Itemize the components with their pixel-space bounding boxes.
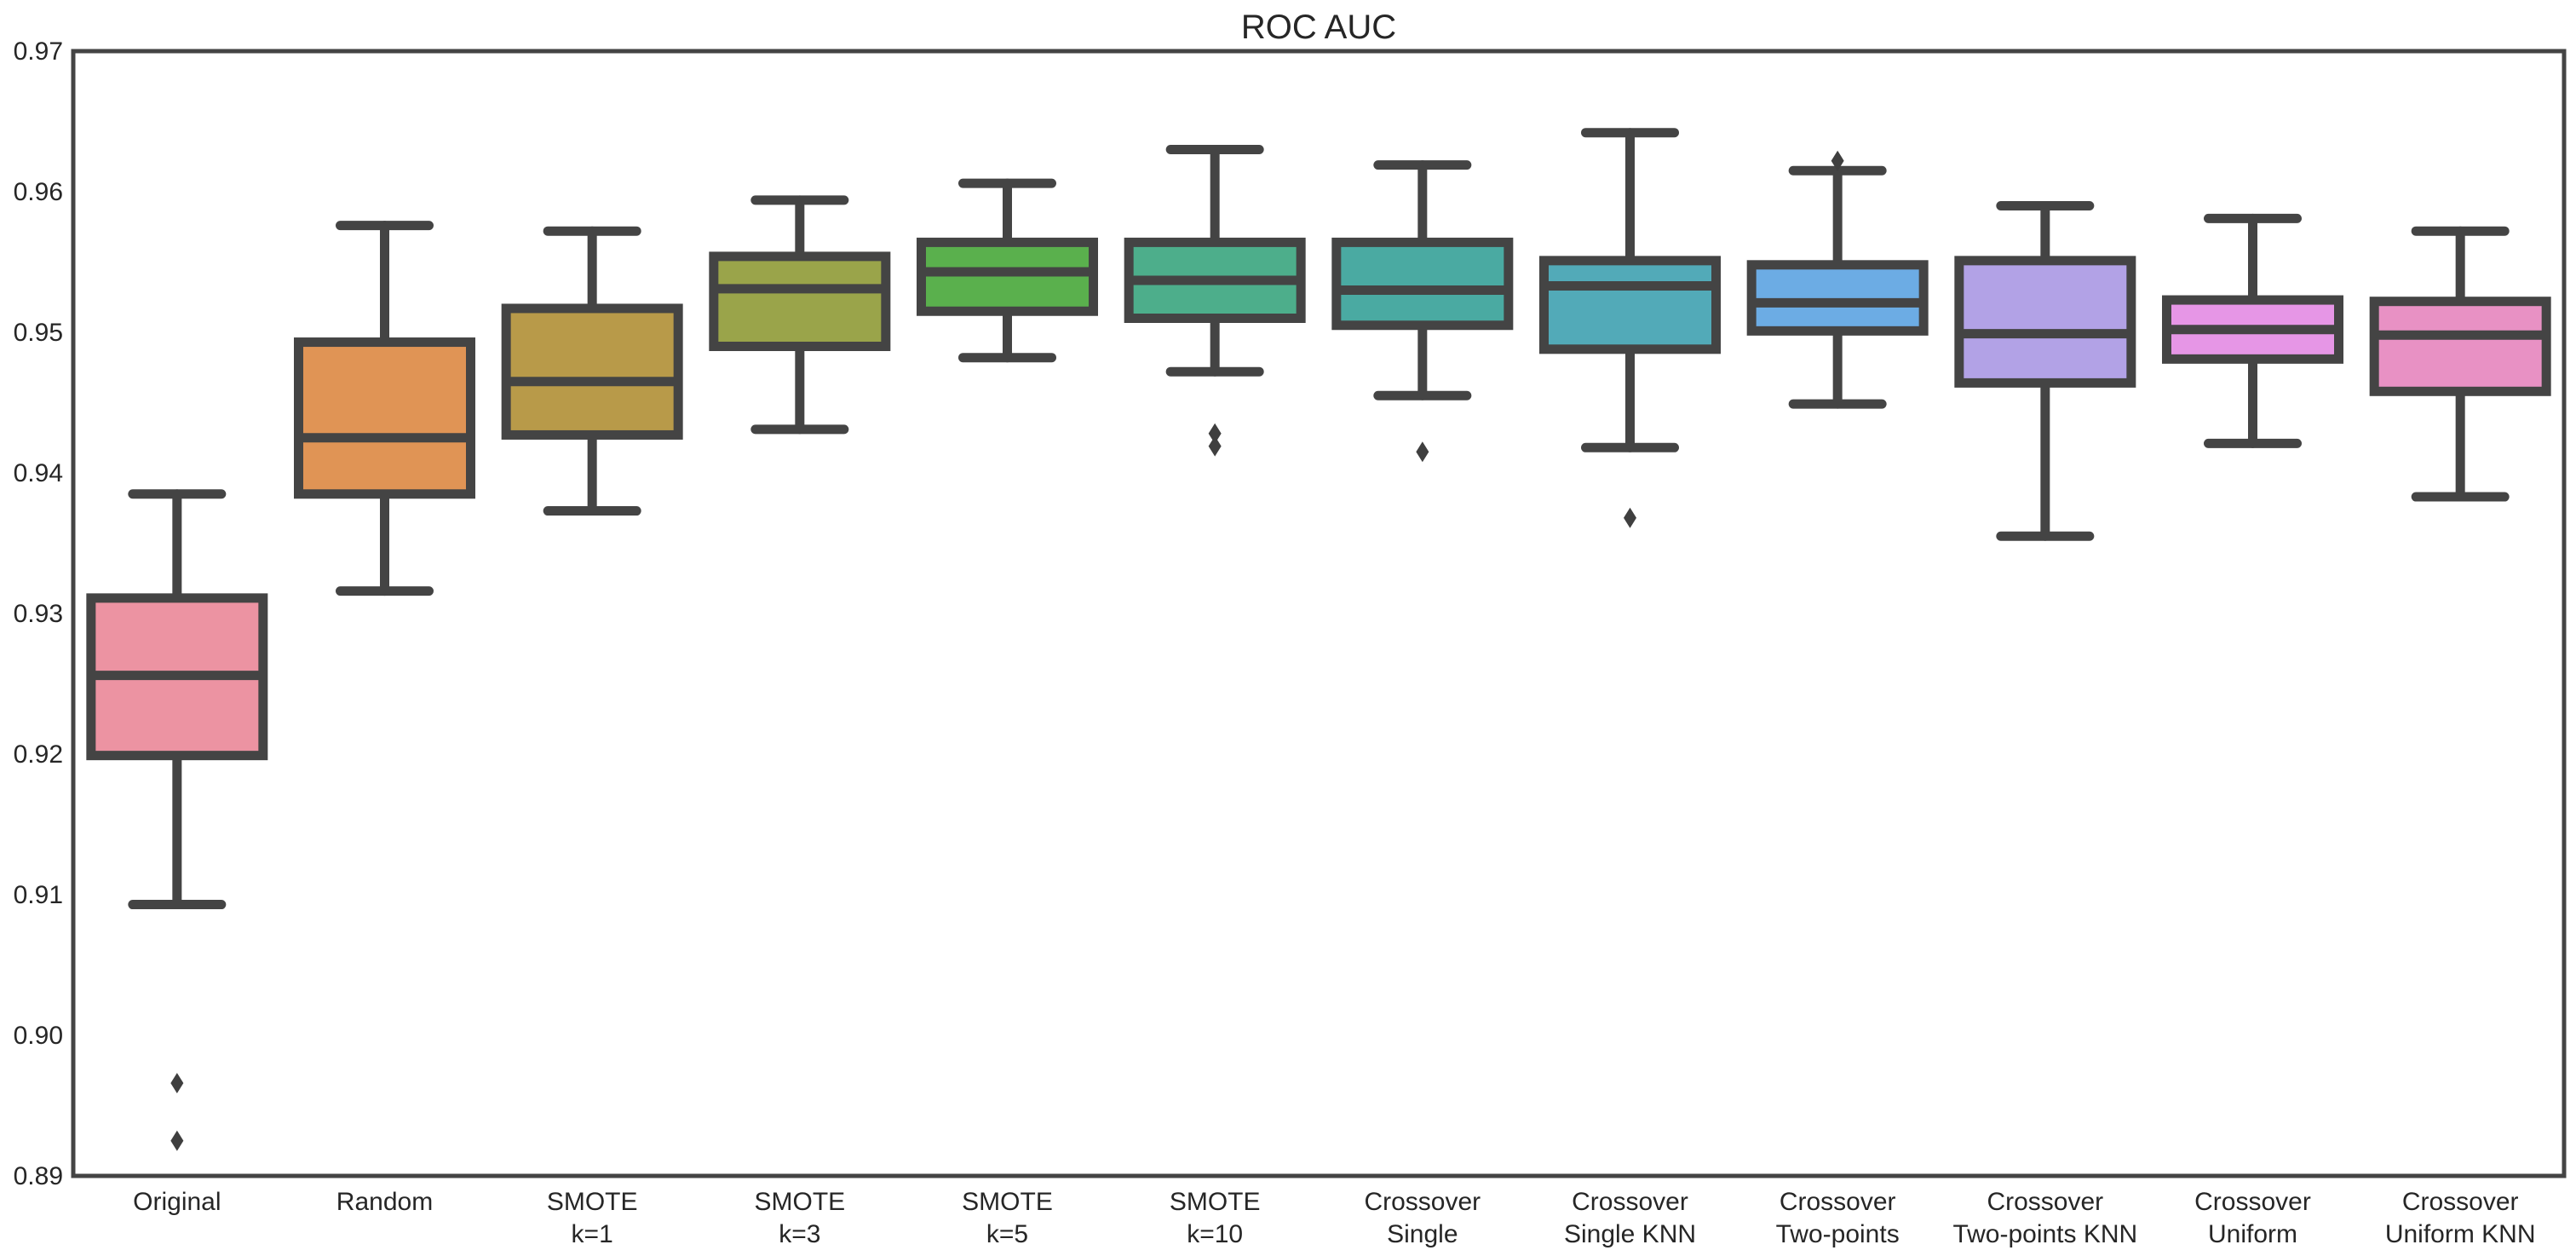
x-tick-label: Crossover — [1780, 1188, 1896, 1216]
x-tick-label: Crossover — [2194, 1188, 2311, 1216]
iqr-box — [2369, 297, 2551, 396]
outlier-diamond-icon — [1624, 507, 1636, 528]
x-tick-label: k=1 — [572, 1220, 613, 1248]
x-tick-label: Two-points KNN — [1952, 1220, 2137, 1248]
x-tick-label: k=5 — [986, 1220, 1028, 1248]
x-tick-label: Crossover — [2402, 1188, 2519, 1216]
iqr-box — [294, 337, 475, 499]
y-tick-label: 0.90 — [14, 1022, 63, 1050]
x-tick-label: SMOTE — [547, 1188, 638, 1216]
x-tick-label: Crossover — [1364, 1188, 1481, 1216]
plot-frame — [71, 49, 2567, 1178]
x-tick-label: Crossover — [1987, 1188, 2103, 1216]
x-tick-label: Original — [133, 1188, 221, 1216]
iqr-box — [709, 251, 891, 351]
outlier-diamond-icon — [1208, 435, 1222, 457]
iqr-box — [501, 303, 683, 440]
x-tick-label: Uniform KNN — [2385, 1220, 2536, 1248]
y-tick-label: 0.94 — [14, 459, 63, 487]
y-tick-label: 0.93 — [14, 600, 63, 628]
iqr-box — [917, 237, 1098, 316]
x-tick-label: k=10 — [1187, 1220, 1243, 1248]
x-tick-label: Two-points — [1776, 1220, 1900, 1248]
y-tick-label: 0.89 — [14, 1162, 63, 1190]
x-tick-label: Single — [1387, 1220, 1458, 1248]
y-tick-label: 0.91 — [14, 881, 63, 909]
outlier-diamond-icon — [1416, 441, 1429, 463]
x-tick-label: Uniform — [2208, 1220, 2297, 1248]
iqr-box — [1539, 256, 1721, 354]
x-tick-label: k=3 — [779, 1220, 820, 1248]
chart-title: ROC AUC — [1240, 9, 1397, 46]
outlier-diamond-icon — [170, 1073, 184, 1094]
y-tick-label: 0.97 — [14, 37, 63, 66]
outlier-diamond-icon — [1208, 423, 1222, 444]
iqr-box — [1746, 260, 1929, 336]
outlier-diamond-icon — [1831, 150, 1844, 171]
y-tick-label: 0.96 — [14, 178, 63, 206]
iqr-box — [1954, 256, 2136, 388]
x-tick-label: Random — [336, 1188, 433, 1216]
x-tick-label: SMOTE — [754, 1188, 845, 1216]
y-tick-label: 0.95 — [14, 319, 63, 347]
iqr-box — [1331, 237, 1514, 331]
x-tick-label: Crossover — [1572, 1188, 1688, 1216]
outlier-diamond-icon — [170, 1130, 184, 1151]
y-tick-label: 0.92 — [14, 740, 63, 769]
x-tick-label: Single KNN — [1564, 1220, 1696, 1248]
x-tick-label: SMOTE — [962, 1188, 1053, 1216]
x-tick-label: SMOTE — [1170, 1188, 1261, 1216]
